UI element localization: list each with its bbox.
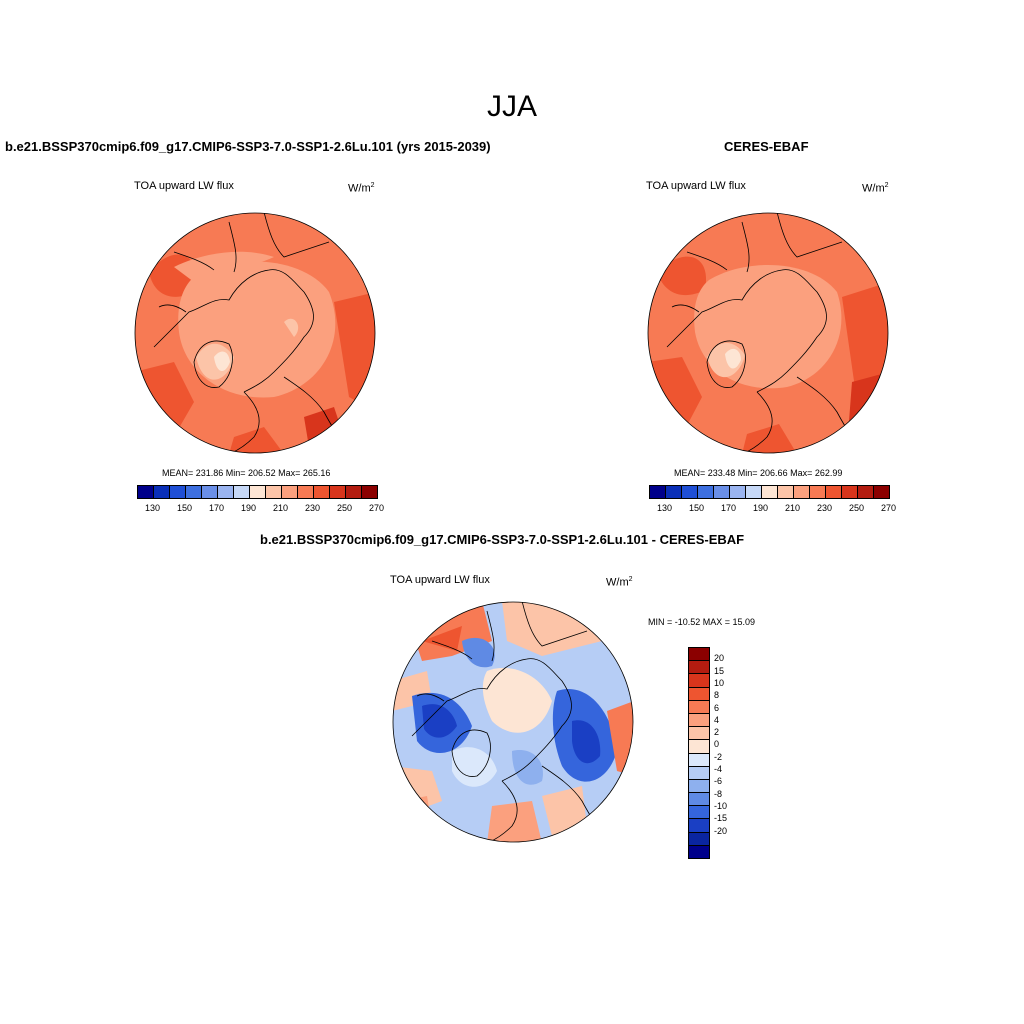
model-colorbar-labels: 130 150 170 190 210 230 250 270: [137, 503, 384, 515]
colorbar-tick-label: -10: [714, 800, 728, 811]
diff-minmax: MIN = -10.52 MAX = 15.09: [648, 617, 756, 627]
colorbar-swatch: [729, 486, 745, 498]
colorbar-swatch: [697, 486, 713, 498]
colorbar-swatch: [689, 778, 709, 793]
colorbar-swatch: [689, 805, 709, 819]
diff-colorbar: [688, 647, 710, 859]
colorbar-tick-label: 4: [714, 714, 720, 725]
colorbar-tick-label: -6: [714, 776, 723, 787]
colorbar-tick-label: 210: [273, 503, 289, 513]
colorbar-swatch: [650, 486, 665, 498]
colorbar-swatch: [138, 486, 153, 498]
colorbar-swatch: [689, 792, 709, 806]
colorbar-tick-label: 270: [369, 503, 385, 513]
colorbar-swatch: [689, 844, 709, 858]
colorbar-tick-label: 230: [817, 503, 833, 513]
colorbar-tick-label: 190: [753, 503, 769, 513]
colorbar-tick-label: 170: [721, 503, 737, 513]
obs-colorbar: [649, 485, 890, 499]
model-panel-title: b.e21.BSSP370cmip6.f09_g17.CMIP6-SSP3-7.…: [5, 139, 491, 154]
colorbar-tick-label: -15: [714, 813, 728, 824]
colorbar-tick-label: -8: [714, 788, 723, 799]
colorbar-tick-label: 270: [881, 503, 897, 513]
colorbar-tick-label: 150: [177, 503, 193, 513]
colorbar-swatch: [281, 486, 297, 498]
model-colorbar: [137, 485, 378, 499]
colorbar-tick-label: -20: [714, 825, 728, 836]
main-title: JJA: [486, 90, 537, 123]
colorbar-tick-label: -2: [714, 751, 723, 762]
colorbar-swatch: [185, 486, 201, 498]
colorbar-swatch: [169, 486, 185, 498]
model-variable-label: TOA upward LW flux: [134, 180, 234, 192]
colorbar-tick-label: -4: [714, 764, 723, 774]
colorbar-tick-label: 6: [714, 702, 720, 713]
diff-colorbar-labels: 20 15 10 8 6 4 2 0 -2 -4 -6 -8 -10 -15 -20: [714, 647, 754, 843]
colorbar-swatch: [345, 486, 361, 498]
colorbar-swatch: [777, 486, 793, 498]
colorbar-swatch: [217, 486, 233, 498]
obs-polar-map: [647, 212, 889, 454]
colorbar-swatch: [689, 699, 709, 713]
obs-panel-title: CERES-EBAF: [724, 139, 809, 154]
colorbar-tick-label: 150: [689, 503, 705, 513]
colorbar-swatch: [689, 739, 709, 753]
obs-variable-label: TOA upward LW flux: [646, 180, 746, 192]
obs-stats: MEAN= 233.48 Min= 206.66 Max= 262.99: [674, 468, 843, 478]
model-polar-map: [134, 212, 376, 454]
colorbar-swatch: [665, 486, 681, 498]
colorbar-swatch: [689, 712, 709, 727]
colorbar-swatch: [329, 486, 345, 498]
diff-polar-map: [392, 601, 634, 843]
colorbar-tick-label: 230: [305, 503, 321, 513]
colorbar-swatch: [689, 752, 709, 766]
colorbar-swatch: [793, 486, 809, 498]
colorbar-swatch: [689, 648, 709, 661]
colorbar-tick-label: 130: [657, 503, 673, 513]
colorbar-swatch: [201, 486, 217, 498]
colorbar-tick-label: 190: [241, 503, 257, 513]
colorbar-tick-label: 130: [145, 503, 161, 513]
diff-panel-title: b.e21.BSSP370cmip6.f09_g17.CMIP6-SSP3-7.…: [260, 532, 745, 547]
colorbar-swatch: [841, 486, 857, 498]
colorbar-swatch: [249, 486, 265, 498]
colorbar-swatch: [689, 726, 709, 740]
colorbar-swatch: [297, 486, 313, 498]
model-stats: MEAN= 231.86 Min= 206.52 Max= 265.16: [162, 468, 331, 478]
colorbar-swatch: [809, 486, 825, 498]
diff-variable-label: TOA upward LW flux: [390, 574, 490, 586]
colorbar-swatch: [313, 486, 329, 498]
diff-units-label: W/m2: [606, 576, 633, 589]
colorbar-swatch: [681, 486, 697, 498]
colorbar-swatch: [689, 686, 709, 700]
colorbar-swatch: [153, 486, 169, 498]
colorbar-tick-label: 250: [849, 503, 865, 513]
colorbar-swatch: [689, 831, 709, 845]
colorbar-tick-label: 15: [714, 665, 725, 676]
colorbar-swatch: [761, 486, 777, 498]
colorbar-swatch: [825, 486, 841, 498]
colorbar-swatch: [713, 486, 729, 498]
colorbar-swatch: [265, 486, 281, 498]
obs-units-label: W/m2: [862, 182, 889, 195]
colorbar-tick-label: 8: [714, 690, 720, 701]
colorbar-swatch: [745, 486, 761, 498]
colorbar-swatch: [689, 765, 709, 779]
colorbar-tick-label: 210: [785, 503, 801, 513]
colorbar-swatch: [857, 486, 873, 498]
colorbar-swatch: [873, 486, 889, 498]
obs-colorbar-labels: 130 150 170 190 210 230 250 270: [649, 503, 896, 515]
colorbar-swatch: [689, 818, 709, 832]
colorbar-swatch: [689, 660, 709, 674]
colorbar-tick-label: 10: [714, 677, 725, 688]
colorbar-tick-label: 0: [714, 739, 720, 750]
colorbar-tick-label: 170: [209, 503, 225, 513]
colorbar-tick-label: 2: [714, 727, 720, 738]
colorbar-tick-label: 250: [337, 503, 353, 513]
colorbar-tick-label: 20: [714, 653, 725, 664]
colorbar-swatch: [233, 486, 249, 498]
model-units-label: W/m2: [348, 182, 375, 195]
colorbar-swatch: [689, 673, 709, 687]
colorbar-swatch: [361, 486, 377, 498]
